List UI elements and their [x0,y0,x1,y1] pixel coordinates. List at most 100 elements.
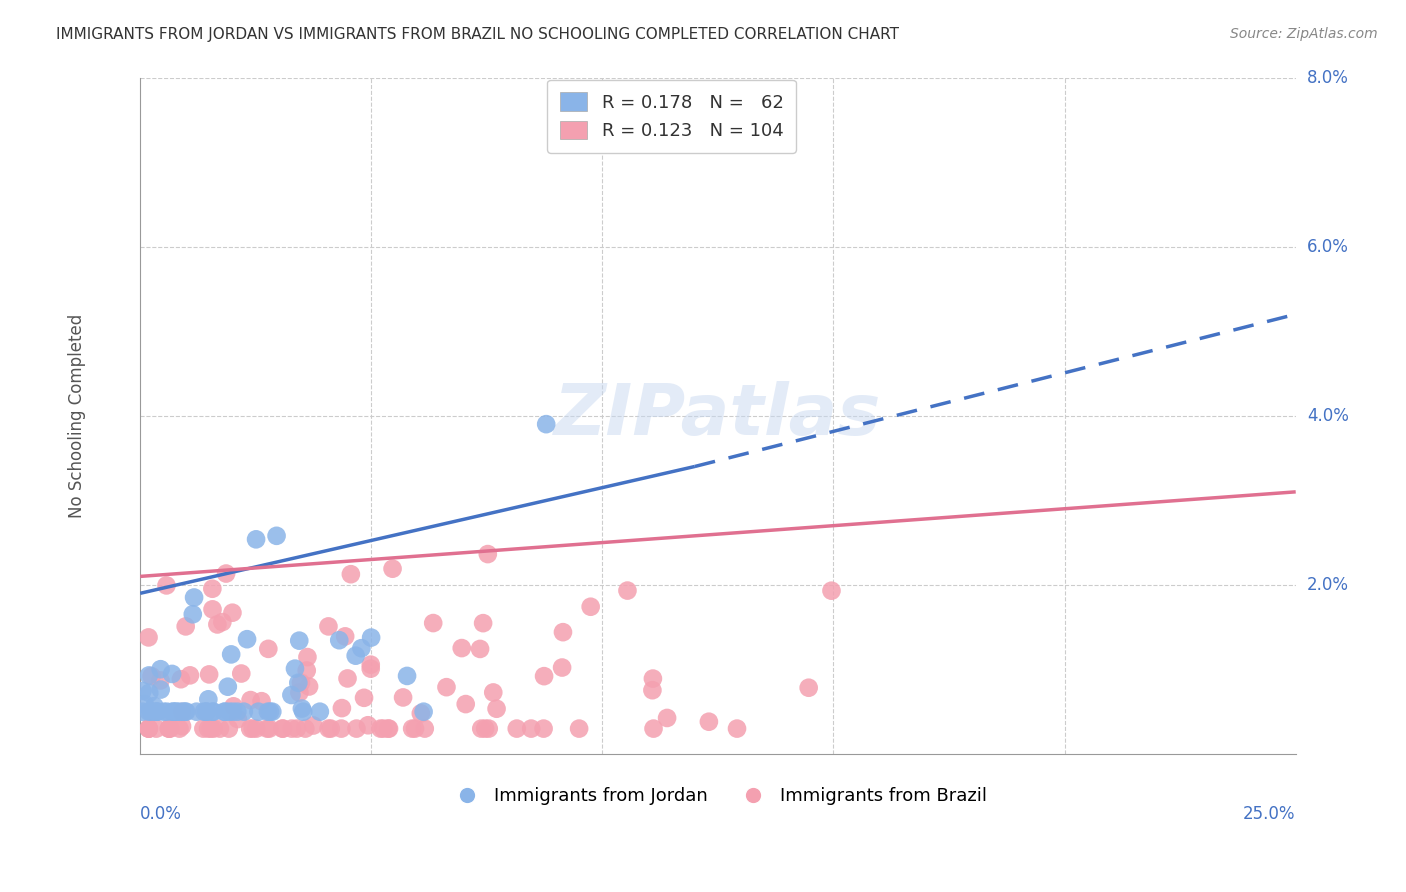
Point [357,718,380,732]
Point [285,722,308,736]
Point [160,667,183,681]
Point [198,667,221,681]
Point [221,606,243,620]
Point [138,722,160,736]
Point [239,722,262,736]
Point [245,722,267,736]
Point [174,619,197,633]
Point [290,675,312,690]
Point [257,705,280,719]
Point [156,705,179,719]
Point [353,690,375,705]
Point [370,722,392,736]
Point [318,619,340,633]
Point [287,675,309,690]
Point [145,722,167,736]
Point [534,417,557,432]
Point [174,705,197,719]
Point [157,722,180,736]
Point [207,617,229,632]
Point [200,722,222,736]
Point [468,642,491,657]
Point [138,722,160,736]
Point [280,722,302,736]
Point [377,722,399,736]
Point [291,701,314,715]
Text: 25.0%: 25.0% [1243,805,1296,822]
Point [350,641,373,656]
Point [231,666,253,681]
Point [214,705,236,719]
Point [226,712,249,726]
Point [533,669,555,683]
Point [472,616,495,631]
Point [201,705,224,719]
Point [256,722,278,736]
Point [138,668,160,682]
Point [284,662,307,676]
Point [436,680,458,694]
Point [169,722,191,736]
Point [336,672,359,686]
Point [413,722,436,736]
Point [149,662,172,676]
Text: No Schooling Completed: No Schooling Completed [67,314,86,518]
Point [328,633,350,648]
Point [131,684,153,698]
Point [201,582,224,596]
Point [392,690,415,705]
Text: 0.0%: 0.0% [141,805,181,822]
Point [288,633,311,648]
Point [401,722,423,736]
Point [236,632,259,647]
Point [155,578,177,592]
Point [149,682,172,697]
Point [381,562,404,576]
Point [259,705,281,719]
Point [247,705,270,719]
Point [482,685,505,699]
Text: Source: ZipAtlas.com: Source: ZipAtlas.com [1230,27,1378,41]
Point [533,722,555,736]
Point [485,702,508,716]
Point [169,705,191,719]
Point [641,683,664,698]
Text: 4.0%: 4.0% [1306,407,1348,425]
Point [138,705,160,719]
Point [280,688,302,702]
Point [422,616,444,631]
Point [179,668,201,682]
Point [697,714,720,729]
Point [250,694,273,708]
Point [214,705,236,719]
Point [195,705,218,719]
Point [222,699,245,714]
Point [149,673,172,688]
Point [298,680,321,694]
Point [643,722,665,736]
Point [138,686,160,700]
Point [232,705,254,719]
Text: 8.0%: 8.0% [1306,69,1348,87]
Text: IMMIGRANTS FROM JORDAN VS IMMIGRANTS FROM BRAZIL NO SCHOOLING COMPLETED CORRELAT: IMMIGRANTS FROM JORDAN VS IMMIGRANTS FRO… [56,27,900,42]
Point [202,705,225,719]
Point [404,722,426,736]
Point [396,669,419,683]
Point [271,722,294,736]
Point [165,705,187,719]
Text: 2.0%: 2.0% [1306,576,1348,594]
Point [143,705,166,719]
Point [138,722,160,736]
Point [288,685,311,699]
Point [725,722,748,736]
Point [217,680,239,694]
Point [170,672,193,686]
Point [131,705,153,719]
Point [202,722,225,736]
Point [211,615,233,629]
Point [292,705,315,719]
Point [218,722,240,736]
Point [454,697,477,711]
Point [222,705,245,719]
Point [297,650,319,665]
